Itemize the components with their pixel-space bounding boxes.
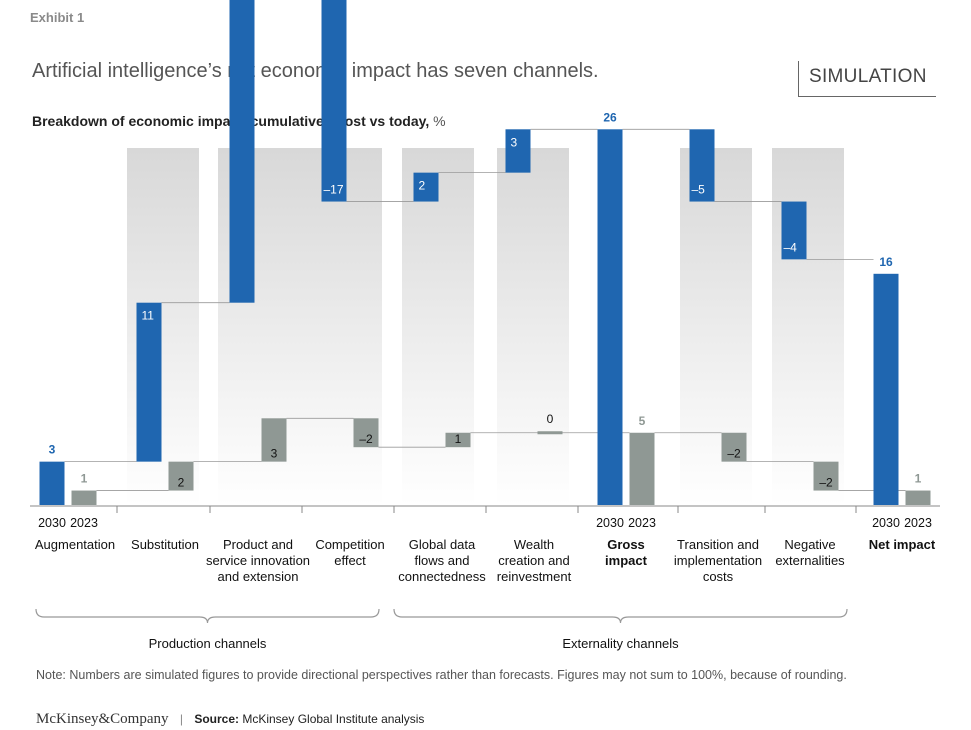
- category-label-gross-impact: impact: [605, 553, 648, 568]
- value-label-2030-net-impact: 16: [879, 255, 893, 269]
- value-label-2030-competition-effect: –17: [324, 183, 344, 197]
- category-label-gross-impact: Gross: [607, 537, 645, 552]
- value-label-2030-substitution: 11: [142, 309, 155, 323]
- value-label-2023-augmentation: 1: [81, 472, 88, 486]
- headline: Artificial intelligence’s net economic i…: [32, 60, 599, 82]
- year-label-augmentation-2023: 2023: [70, 516, 98, 530]
- bar-2023-augmentation: [71, 490, 97, 505]
- category-label-negative-externalities: Negative: [784, 537, 835, 552]
- mckinsey-logo: McKinsey&Company: [36, 711, 169, 727]
- category-label-global-data-flows: Global data: [409, 537, 476, 552]
- category-label-competition-effect: Competition: [315, 537, 384, 552]
- category-label-transition-costs: costs: [703, 569, 734, 584]
- year-label-gross-impact-2030: 2030: [596, 516, 624, 530]
- category-label-transition-costs: implementation: [674, 553, 762, 568]
- bar-2023-competition-effect: [353, 418, 379, 448]
- value-label-2023-competition-effect: –2: [359, 432, 373, 446]
- bar-2023-gross-impact: [629, 432, 655, 505]
- category-label-substitution: Substitution: [131, 537, 199, 552]
- group-label: Externality channels: [562, 636, 679, 651]
- category-label-negative-externalities: externalities: [775, 553, 845, 568]
- group-brace: [393, 608, 848, 624]
- value-label-2023-gross-impact: 5: [639, 414, 646, 428]
- value-label-2030-augmentation: 3: [49, 443, 56, 457]
- value-label-2023-substitution: 2: [178, 476, 185, 490]
- value-label-2023-net-impact: 1: [915, 472, 922, 486]
- bar-2030-substitution: [136, 302, 162, 462]
- value-label-2023-product-innovation: 3: [271, 447, 278, 461]
- value-label-2030-global-data-flows: 2: [419, 179, 426, 193]
- group-brace: [35, 608, 380, 624]
- value-label-2030-wealth-creation: 3: [511, 135, 518, 149]
- category-label-transition-costs: Transition and: [677, 537, 759, 552]
- year-label-gross-impact-2023: 2023: [628, 516, 656, 530]
- value-label-2023-transition-costs: –2: [727, 447, 741, 461]
- bar-2030-competition-effect: [321, 0, 347, 202]
- category-label-product-innovation: service innovation: [206, 553, 310, 568]
- category-label-product-innovation: and extension: [218, 569, 299, 584]
- value-label-2023-negative-externalities: –2: [819, 476, 833, 490]
- category-label-wealth-creation: creation and: [498, 553, 570, 568]
- year-label-net-impact-2023: 2023: [904, 516, 932, 530]
- bar-2030-product-innovation: [229, 0, 255, 303]
- category-label-competition-effect: effect: [334, 553, 366, 568]
- category-label-augmentation: Augmentation: [35, 537, 115, 552]
- footer-separator: |: [179, 712, 183, 726]
- category-label-wealth-creation: reinvestment: [497, 569, 572, 584]
- simulation-badge-text: SIMULATION: [809, 66, 927, 87]
- year-label-augmentation-2030: 2030: [38, 516, 66, 530]
- bar-2023-negative-externalities: [813, 461, 839, 491]
- bar-2030-net-impact: [873, 273, 899, 505]
- source-text: McKinsey Global Institute analysis: [242, 712, 425, 726]
- bar-2030-transition-costs: [689, 129, 715, 202]
- simulation-badge: SIMULATION: [798, 61, 936, 97]
- bar-2030-negative-externalities: [781, 201, 807, 260]
- exhibit-label: Exhibit 1: [30, 10, 85, 25]
- value-label-2023-global-data-flows: 1: [455, 432, 462, 446]
- bar-2030-global-data-flows: [413, 172, 439, 202]
- source-label: Source:: [194, 712, 239, 726]
- year-label-net-impact-2030: 2030: [872, 516, 900, 530]
- bar-2030-augmentation: [39, 461, 65, 505]
- category-label-global-data-flows: connectedness: [398, 569, 486, 584]
- bar-2023-net-impact: [905, 490, 931, 505]
- bar-2023-substitution: [168, 461, 194, 491]
- chart-subtitle-unit: %: [433, 113, 446, 129]
- footnote: Note: Numbers are simulated figures to p…: [36, 668, 847, 682]
- category-label-product-innovation: Product and: [223, 537, 293, 552]
- bar-2023-product-innovation: [261, 418, 287, 462]
- column-band: [497, 148, 569, 505]
- value-label-2030-transition-costs: –5: [692, 183, 706, 197]
- group-label: Production channels: [149, 636, 267, 651]
- category-label-wealth-creation: Wealth: [514, 537, 554, 552]
- category-label-net-impact: Net impact: [869, 537, 936, 552]
- value-label-2030-gross-impact: 26: [603, 110, 617, 124]
- bar-2030-wealth-creation: [505, 129, 531, 173]
- value-label-2023-wealth-creation: 0: [547, 412, 554, 426]
- bar-2023-wealth-creation: [537, 431, 563, 435]
- category-label-global-data-flows: flows and: [415, 553, 470, 568]
- footer: McKinsey&Company | Source: McKinsey Glob…: [36, 711, 424, 728]
- bar-2023-global-data-flows: [445, 432, 471, 448]
- value-label-2030-negative-externalities: –4: [784, 240, 798, 254]
- bar-2030-gross-impact: [597, 129, 623, 506]
- bar-2023-transition-costs: [721, 432, 747, 462]
